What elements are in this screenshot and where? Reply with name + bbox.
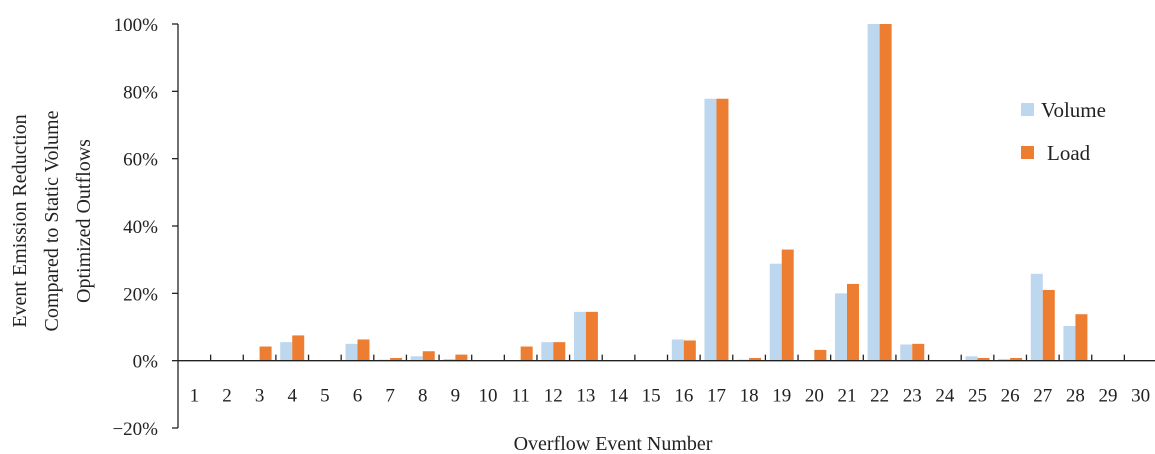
x-axis-title: Overflow Event Number (514, 433, 713, 454)
x-tick-label: 19 (772, 386, 791, 407)
x-tick-label: 4 (287, 386, 297, 407)
x-tick-label: 14 (609, 386, 629, 407)
x-tick-label: 27 (1033, 386, 1052, 407)
y-tick-label: 40% (123, 217, 158, 238)
bar-volume-13 (573, 311, 586, 361)
bar-volume-21 (834, 293, 847, 361)
y-axis-ticks: −20% 0% 20% 40% 60% 80% 100% (112, 15, 178, 440)
bar-load-21 (846, 283, 859, 361)
x-tick-label: 20 (805, 386, 824, 407)
y-tick-label: −20% (112, 419, 158, 440)
bar-volume-22 (867, 24, 880, 361)
bar-load-18 (749, 357, 762, 361)
bar-volume-16 (671, 339, 684, 361)
bar-load-16 (683, 340, 696, 361)
x-tick-label: 2 (222, 386, 232, 407)
x-tick-label: 7 (385, 386, 395, 407)
bar-load-22 (879, 24, 892, 361)
bar-volume-26 (998, 358, 1011, 361)
x-tick-label: 13 (576, 386, 595, 407)
y-axis-title: Event Emission Reduction Compared to Stat… (9, 110, 95, 331)
bar-load-28 (1075, 314, 1088, 361)
bar-volume-27 (1030, 273, 1043, 361)
bar-volume-28 (1063, 325, 1076, 361)
x-tick-label: 15 (642, 386, 661, 407)
y-tick-label: 100% (114, 15, 159, 36)
bar-load-13 (585, 311, 598, 361)
bar-load-20 (814, 349, 827, 361)
bar-load-3 (259, 346, 272, 361)
y-axis-title-line: Event Emission Reduction (9, 114, 31, 327)
x-tick-label: 10 (479, 386, 498, 407)
legend-label-volume: Volume (1041, 98, 1106, 122)
bar-load-12 (553, 342, 566, 361)
bar-load-25 (977, 357, 990, 361)
y-tick-label: 60% (123, 150, 158, 171)
bar-load-27 (1042, 289, 1055, 361)
legend: Volume Load (1021, 98, 1106, 165)
x-tick-label: 18 (740, 386, 759, 407)
x-tick-label: 29 (1099, 386, 1118, 407)
bar-volume-25 (965, 356, 978, 361)
y-tick-label: 0% (133, 352, 159, 373)
bar-volume-12 (541, 342, 554, 361)
bar-load-26 (1010, 357, 1023, 361)
bar-volume-4 (280, 342, 293, 361)
y-axis-title-line: Compared to Static Volume (41, 110, 63, 331)
x-tick-label: 16 (674, 386, 693, 407)
x-tick-label: 8 (418, 386, 428, 407)
bar-volume-6 (345, 343, 358, 361)
x-tick-label: 9 (451, 386, 461, 407)
x-tick-label: 23 (903, 386, 922, 407)
x-tick-label: 6 (353, 386, 363, 407)
x-tick-label: 21 (837, 386, 856, 407)
x-tick-label: 28 (1066, 386, 1085, 407)
bars (259, 24, 1088, 361)
x-tick-label: 17 (707, 386, 726, 407)
legend-label-load: Load (1047, 141, 1091, 165)
bar-volume-19 (769, 263, 782, 361)
x-tick-label: 30 (1131, 386, 1150, 407)
bar-load-17 (716, 98, 729, 361)
y-tick-label: 20% (123, 284, 158, 305)
x-axis-ticks: 1 2 3 4 5 6 7 8 9 10 11 12 13 14 15 16 17 18 19 20 21 22 23 24 2… (190, 354, 1150, 407)
bar-load-6 (357, 339, 370, 361)
x-tick-label: 11 (512, 386, 530, 407)
x-tick-label: 5 (320, 386, 330, 407)
y-tick-label: 80% (123, 82, 158, 103)
bar-volume-9 (443, 358, 456, 361)
bar-volume-17 (704, 98, 717, 361)
x-tick-label: 3 (255, 386, 265, 407)
bar-load-9 (455, 354, 468, 361)
axes (177, 24, 1155, 428)
legend-swatch-volume (1021, 103, 1034, 116)
x-tick-label: 22 (870, 386, 889, 407)
x-tick-label: 24 (935, 386, 955, 407)
x-tick-label: 26 (1001, 386, 1020, 407)
bar-load-23 (912, 343, 925, 361)
bar-load-7 (390, 357, 403, 361)
bar-load-4 (292, 335, 305, 361)
bar-load-11 (520, 346, 533, 361)
bar-volume-8 (410, 356, 423, 361)
y-axis-title-line: Optimized Outflows (73, 139, 95, 303)
legend-swatch-load (1021, 146, 1034, 159)
x-tick-label: 12 (544, 386, 563, 407)
bar-volume-23 (900, 344, 913, 361)
bar-load-8 (422, 351, 435, 361)
x-tick-label: 1 (190, 386, 200, 407)
bar-load-19 (781, 249, 794, 361)
x-tick-label: 25 (968, 386, 987, 407)
